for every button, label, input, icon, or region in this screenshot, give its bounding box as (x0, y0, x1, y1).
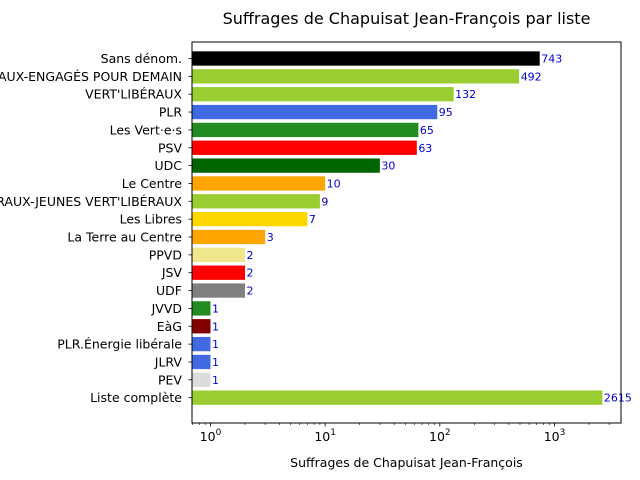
bar (192, 140, 417, 155)
y-tick-label: JLRV (154, 354, 183, 369)
value-label: 1 (212, 320, 219, 333)
x-tick-label: 101 (314, 428, 336, 444)
y-tick-label: PEV (158, 372, 182, 387)
y-tick-label: JVVD (151, 301, 182, 316)
value-label: 9 (321, 195, 328, 208)
y-tick-label: PLR (159, 105, 183, 120)
bar (192, 301, 211, 316)
chart-title: Suffrages de Chapuisat Jean-François par… (223, 9, 591, 28)
bar (192, 176, 326, 191)
y-tick-labels: Sans dénom. VERT'LIBÉRAUX-ENGAGÉS POUR DE… (0, 51, 192, 405)
y-tick-label: VERT'LIBÉRAUX-JEUNES VERT'LIBÉRAUX (0, 194, 182, 209)
x-tick-label: 103 (544, 428, 566, 444)
bar (192, 158, 380, 173)
y-tick-label: Le Centre (122, 176, 183, 191)
value-label: 63 (418, 142, 432, 155)
value-label: 95 (439, 106, 453, 119)
bar (192, 69, 520, 84)
plot-frame (191, 41, 622, 424)
bar (192, 104, 438, 120)
bar (192, 194, 320, 209)
bar (192, 87, 454, 102)
value-label: 7 (309, 213, 316, 226)
y-tick-label: PLR.Énergie libérale (57, 337, 182, 352)
y-tick-label: UDF (156, 283, 182, 298)
value-label: 1 (212, 356, 219, 369)
bar (192, 354, 211, 370)
x-tick-label: 102 (429, 428, 451, 444)
bar (192, 372, 211, 387)
y-tick-label: EàG (157, 319, 182, 334)
y-tick-label: VERT'LIBÉRAUX-ENGAGÉS POUR DEMAIN (0, 69, 182, 84)
bar (192, 229, 266, 245)
value-label: 3 (267, 231, 274, 244)
bar (192, 51, 540, 66)
value-label: 743 (541, 53, 562, 66)
bar (192, 319, 211, 334)
x-tick-label: 100 (200, 428, 222, 444)
bars-group (192, 51, 603, 405)
value-label: 2 (247, 267, 254, 280)
value-label: 10 (327, 177, 341, 190)
x-axis-ticks: 100 101 102 103 (192, 423, 610, 444)
value-label: 1 (212, 374, 219, 387)
value-label: 30 (381, 160, 395, 173)
value-label: 492 (521, 70, 542, 83)
value-label: 1 (212, 302, 219, 315)
bar (192, 336, 211, 352)
y-tick-label: La Terre au Centre (67, 230, 182, 245)
value-label: 1 (212, 338, 219, 351)
x-axis-label: Suffrages de Chapuisat Jean-François (290, 455, 523, 470)
value-label: 2 (247, 249, 254, 262)
y-tick-label: PSV (158, 140, 182, 155)
value-label: 132 (455, 88, 476, 101)
y-tick-label: Les Libres (120, 212, 182, 227)
y-tick-label: VERT'LIBÉRAUX (85, 87, 182, 102)
y-tick-label: UDC (154, 158, 182, 173)
y-tick-label: Liste complète (90, 390, 182, 405)
y-tick-label: JSV (161, 265, 183, 280)
bar (192, 390, 603, 405)
bar (192, 283, 245, 298)
y-tick-label: Sans dénom. (101, 51, 182, 66)
bar (192, 247, 245, 262)
bar (192, 265, 245, 280)
y-tick-label: Les Vert·e·s (110, 122, 182, 137)
y-tick-label: PPVD (149, 247, 182, 262)
bar (192, 122, 419, 138)
bar (192, 212, 308, 227)
value-label: 2 (247, 285, 254, 298)
value-label: 2615 (604, 392, 632, 405)
value-label: 65 (420, 124, 434, 137)
